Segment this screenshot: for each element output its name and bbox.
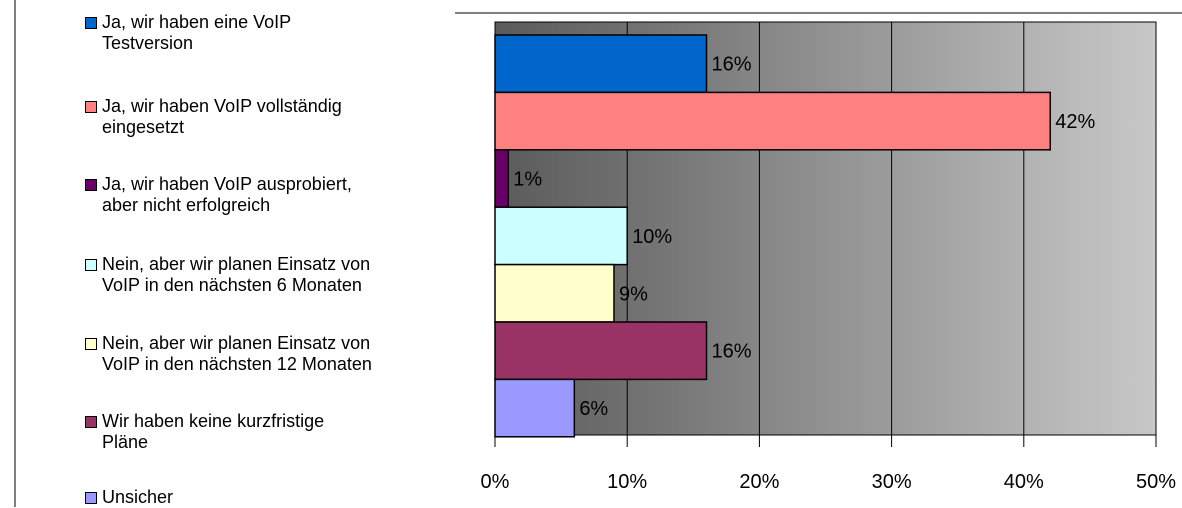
legend-swatch [85, 17, 97, 29]
legend-label: Unsicher [102, 487, 174, 507]
legend-swatch [85, 338, 97, 350]
data-label: 16% [712, 341, 752, 363]
x-tick-label: 30% [872, 471, 912, 493]
x-tick-label: 20% [739, 471, 779, 493]
x-tick-label: 40% [1004, 471, 1044, 493]
bar [494, 263, 615, 323]
bar [494, 91, 1051, 151]
bar [494, 378, 576, 438]
data-label: 16% [712, 54, 752, 76]
data-label: 1% [513, 169, 542, 191]
legend-swatch [85, 492, 97, 504]
x-tick-label: 50% [1136, 471, 1176, 493]
legend-swatch [85, 416, 97, 428]
legend-label: Ja, wir haben VoIP ausprobiert, aber nic… [102, 174, 352, 215]
legend-label: Ja, wir haben VoIP vollständig eingesetz… [102, 96, 342, 137]
x-tick-label: 10% [607, 471, 647, 493]
bar [494, 206, 628, 266]
legend-label: Wir haben keine kurzfristige Pläne [102, 411, 325, 452]
legend-label: Nein, aber wir planen Einsatz von VoIP i… [102, 333, 372, 374]
bar [494, 321, 708, 381]
data-label: 42% [1055, 111, 1095, 133]
x-tick-label: 0% [481, 471, 510, 493]
legend-swatch [85, 259, 97, 271]
data-label: 10% [632, 226, 672, 248]
legend: Ja, wir haben eine VoIP Testversion Ja, w… [0, 0, 440, 507]
legend-label: Nein, aber wir planen Einsatz von VoIP i… [102, 254, 371, 295]
data-label: 6% [579, 398, 608, 420]
data-label: 9% [619, 283, 648, 305]
legend-label: Ja, wir haben eine VoIP Testversion [102, 12, 291, 53]
bar [494, 149, 509, 208]
legend-swatch [85, 179, 97, 191]
legend-swatch [85, 101, 97, 113]
bar [494, 34, 708, 94]
